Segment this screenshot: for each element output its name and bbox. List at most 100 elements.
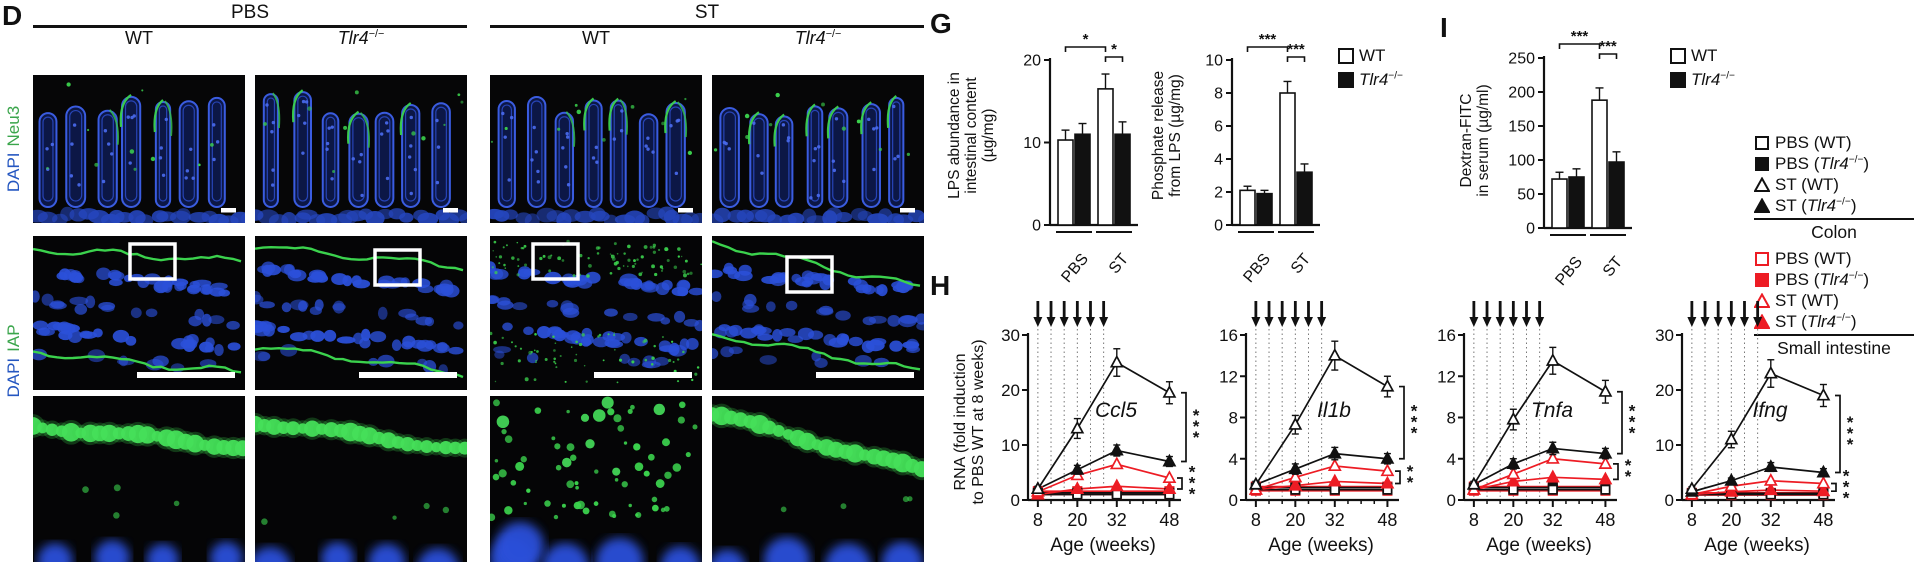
svg-text:*: *	[1189, 474, 1196, 493]
svg-text:32: 32	[1107, 510, 1127, 530]
svg-text:10: 10	[1001, 436, 1020, 455]
svg-text:8: 8	[1469, 510, 1479, 530]
svg-text:***: ***	[1599, 38, 1617, 55]
svg-text:*: *	[1411, 424, 1418, 443]
svg-text:8: 8	[1447, 409, 1456, 428]
panel-i-label: I	[1440, 12, 1448, 43]
svg-text:20: 20	[1023, 53, 1041, 70]
svg-text:PBS: PBS	[1240, 251, 1274, 286]
svg-text:0: 0	[1665, 491, 1674, 510]
open-square-swatch	[1755, 135, 1769, 150]
svg-text:*: *	[1189, 485, 1196, 504]
legend-colon-item-2: PBS (Tlr4−/−)	[1754, 153, 1869, 174]
dextran-fitc-bar-chart: 0 50 100 150 200 250 PBS ST *** ***	[1508, 30, 1632, 289]
svg-text:PBS: PBS	[1058, 251, 1092, 286]
svg-text:8: 8	[1214, 86, 1223, 103]
dapi-label: DAPI	[4, 357, 23, 398]
svg-text:250: 250	[1508, 51, 1535, 68]
svg-text:*: *	[1847, 424, 1854, 443]
lps-abundance-ylabel: LPS abundance in intestinal content (µg/…	[946, 72, 997, 199]
svg-text:*: *	[1843, 477, 1850, 496]
svg-text:*: *	[1189, 463, 1196, 482]
svg-text:0: 0	[1229, 491, 1238, 510]
panel-g-legend: WT Tlr4−/−	[1338, 46, 1403, 94]
svg-text:*: *	[1847, 435, 1854, 454]
solid-square-swatch	[1755, 156, 1769, 171]
micro-image-row3-col1	[33, 396, 245, 562]
row-label-dapi-iap: DAPI IAP	[4, 236, 24, 486]
svg-text:Age (weeks): Age (weeks)	[1268, 535, 1374, 556]
svg-text:*: *	[1843, 488, 1850, 507]
legend-group-title-colon: Colon	[1811, 222, 1857, 242]
svg-text:12: 12	[1437, 367, 1456, 386]
svg-text:*: *	[1193, 406, 1200, 425]
svg-text:*: *	[1407, 473, 1414, 492]
column-label-3: WT	[582, 28, 610, 48]
phosphate-release-bar-chart: 0 2 4 6 8 10 PBS ST *** ***	[1205, 33, 1320, 286]
svg-text:48: 48	[1377, 510, 1397, 530]
svg-text:4: 4	[1229, 450, 1238, 469]
solid-square-swatch	[1670, 72, 1686, 88]
legend-item-wt: WT	[1338, 46, 1403, 66]
iap-label: IAP	[4, 324, 23, 352]
panel-h-label: H	[930, 270, 951, 301]
legend-divider	[1754, 218, 1914, 220]
svg-text:50: 50	[1517, 187, 1535, 204]
group-header-st: ST	[694, 2, 720, 23]
svg-text:8: 8	[1251, 510, 1261, 530]
open-square-swatch	[1670, 48, 1686, 64]
legend-small-intestine-item-1: PBS (WT)	[1754, 248, 1852, 269]
svg-text:*: *	[1083, 33, 1089, 48]
micro-image-row3-col4	[712, 396, 924, 562]
svg-text:*: *	[1843, 466, 1850, 485]
svg-text:200: 200	[1508, 85, 1535, 102]
svg-text:20: 20	[1285, 510, 1305, 530]
svg-text:Ifng: Ifng	[1752, 399, 1787, 422]
group-header-pbs: PBS	[230, 2, 270, 23]
micro-image-row2-col2	[255, 236, 467, 390]
svg-text:48: 48	[1595, 510, 1615, 530]
legend-label: WT	[1359, 46, 1386, 65]
legend-small-intestine-item-3: ST (WT)	[1754, 290, 1839, 311]
svg-text:48: 48	[1813, 510, 1833, 530]
svg-text:*: *	[1111, 41, 1117, 58]
column-label-4: Tlr4−/−	[794, 28, 842, 48]
svg-text:6: 6	[1214, 119, 1223, 136]
svg-text:*: *	[1193, 428, 1200, 447]
svg-text:*: *	[1629, 424, 1636, 443]
svg-text:32: 32	[1325, 510, 1345, 530]
panel-d-label: D	[2, 0, 23, 31]
svg-text:10: 10	[1655, 436, 1674, 455]
svg-text:*: *	[1193, 417, 1200, 436]
svg-text:10: 10	[1205, 53, 1223, 70]
micro-image-row1-col2	[255, 75, 467, 223]
svg-text:*: *	[1629, 402, 1636, 421]
legend-label: PBS (Tlr4−/−)	[1775, 269, 1870, 289]
svg-text:8: 8	[1033, 510, 1043, 530]
svg-text:0: 0	[1447, 491, 1456, 510]
open-square-swatch	[1755, 251, 1769, 266]
legend-label: ST (Tlr4−/−)	[1775, 195, 1857, 215]
svg-text:*: *	[1625, 456, 1632, 475]
svg-text:*: *	[1407, 462, 1414, 481]
solid-triangle-swatch	[1754, 197, 1770, 213]
panel-g-label: G	[930, 8, 952, 39]
legend-item-tlr4-ko: Tlr4−/−	[1338, 70, 1403, 90]
svg-text:*: *	[1629, 413, 1636, 432]
svg-text:*: *	[1411, 402, 1418, 421]
svg-text:***: ***	[1287, 41, 1305, 58]
svg-text:48: 48	[1159, 510, 1179, 530]
svg-text:16: 16	[1219, 326, 1238, 345]
open-triangle-swatch	[1754, 176, 1770, 192]
svg-text:Il1b: Il1b	[1317, 399, 1351, 422]
svg-text:20: 20	[1503, 510, 1523, 530]
legend-item-wt: WT	[1670, 46, 1735, 66]
svg-text:30: 30	[1655, 326, 1674, 345]
dextran-fitc-ylabel: Dextran-FITC in serum (µg/ml)	[1458, 84, 1492, 197]
svg-text:10: 10	[1023, 135, 1041, 152]
svg-text:ST: ST	[1288, 250, 1314, 277]
panel-i-legend: WT Tlr4−/−	[1670, 46, 1735, 94]
